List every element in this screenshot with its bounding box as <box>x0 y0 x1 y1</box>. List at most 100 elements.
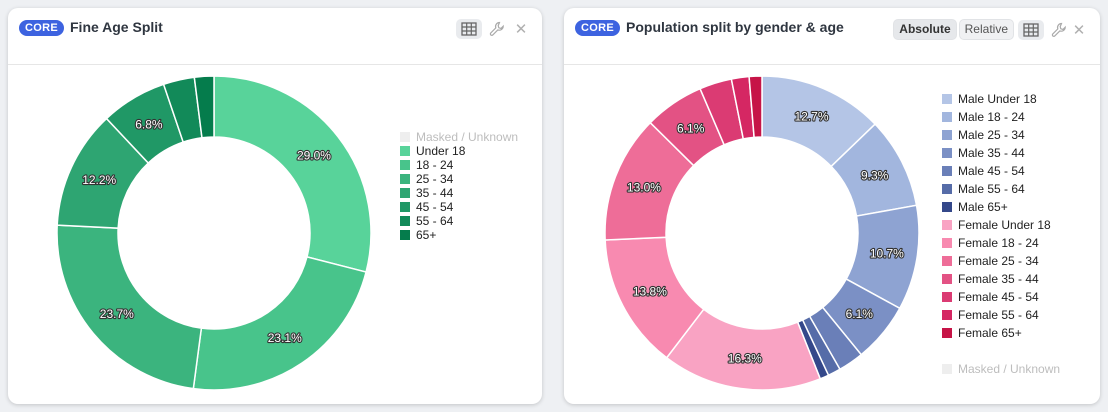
card-header: CORE Population split by gender & age Ab… <box>564 8 1100 65</box>
legend-label: 55 - 64 <box>416 214 454 228</box>
legend-item-65[interactable]: 65+ <box>400 228 436 242</box>
legend-item-female-65[interactable]: Female 65+ <box>942 326 1022 340</box>
legend-label: Female 45 - 54 <box>958 290 1039 304</box>
legend-item-masked-unknown[interactable]: Masked / Unknown <box>942 362 1060 376</box>
legend-label: Male 45 - 54 <box>958 164 1025 178</box>
legend-swatch <box>400 202 410 212</box>
legend-swatch <box>942 184 952 194</box>
legend-swatch <box>942 310 952 320</box>
legend-swatch <box>400 174 410 184</box>
core-badge: CORE <box>575 20 620 36</box>
legend-label: 25 - 34 <box>416 172 454 186</box>
legend-swatch <box>400 146 410 156</box>
legend-label: Masked / Unknown <box>958 362 1060 376</box>
slice-25-34[interactable] <box>56 224 203 390</box>
legend-item-male-under-18[interactable]: Male Under 18 <box>942 92 1037 106</box>
legend-label: Male 65+ <box>958 200 1008 214</box>
legend-label: 18 - 24 <box>416 158 454 172</box>
legend-label: Male 55 - 64 <box>958 182 1025 196</box>
gender-age-card: CORE Population split by gender & age Ab… <box>564 8 1100 404</box>
legend-swatch <box>942 94 952 104</box>
data-label-female-25-34: 13.0% <box>627 181 661 195</box>
legend-label: Female 35 - 44 <box>958 272 1039 286</box>
relative-toggle[interactable]: Relative <box>958 19 1014 40</box>
slice-18-24[interactable] <box>192 255 367 391</box>
legend-swatch <box>942 130 952 140</box>
legend-item-female-25-34[interactable]: Female 25 - 34 <box>942 254 1039 268</box>
legend-swatch <box>942 238 952 248</box>
legend-item-25-34[interactable]: 25 - 34 <box>400 172 454 186</box>
legend-label: Masked / Unknown <box>416 130 518 144</box>
legend-label: Female Under 18 <box>958 218 1051 232</box>
slice-under-18[interactable] <box>213 75 372 273</box>
legend-swatch <box>942 148 952 158</box>
data-label-18-24: 23.1% <box>268 331 302 345</box>
data-label-male-under-18: 12.7% <box>795 110 829 124</box>
legend-item-female-under-18[interactable]: Female Under 18 <box>942 218 1051 232</box>
data-label-female-35-44: 6.1% <box>677 121 705 135</box>
legend-label: Male Under 18 <box>958 92 1037 106</box>
absolute-toggle[interactable]: Absolute <box>893 19 957 40</box>
data-label-female-under-18: 16.3% <box>728 351 762 365</box>
card-title: Population split by gender & age <box>626 19 844 35</box>
legend-item-masked-unknown[interactable]: Masked / Unknown <box>400 130 518 144</box>
legend-item-male-65[interactable]: Male 65+ <box>942 200 1008 214</box>
fine-age-donut-chart: 29.0% 23.1% 23.7% 12.2% 6.8% Masked / Unknown… <box>56 75 518 391</box>
legend-label: 45 - 54 <box>416 200 454 214</box>
wrench-icon[interactable] <box>1050 21 1068 39</box>
legend-swatch <box>942 292 952 302</box>
data-label-male-35-44: 6.1% <box>846 307 874 321</box>
data-label-male-25-34: 10.7% <box>870 246 904 260</box>
legend-label: Male 35 - 44 <box>958 146 1025 160</box>
table-icon[interactable] <box>1018 19 1044 40</box>
data-label-35-44: 12.2% <box>82 173 116 187</box>
data-label-under-18: 29.0% <box>297 148 331 162</box>
legend-item-male-45-54[interactable]: Male 45 - 54 <box>942 164 1025 178</box>
core-badge: CORE <box>19 20 64 36</box>
legend-label: Female 55 - 64 <box>958 308 1039 322</box>
legend-swatch <box>400 188 410 198</box>
wrench-icon[interactable] <box>488 20 506 38</box>
gender-age-donut-chart: 12.7% 9.3% 10.7% 6.1% 16.3% 13.8% 13.0% 6.1% Mal… <box>604 75 1060 391</box>
legend-item-18-24[interactable]: 18 - 24 <box>400 158 454 172</box>
legend-label: Male 18 - 24 <box>958 110 1025 124</box>
legend-item-male-35-44[interactable]: Male 35 - 44 <box>942 146 1025 160</box>
legend-item-female-35-44[interactable]: Female 35 - 44 <box>942 272 1039 286</box>
legend-swatch <box>942 166 952 176</box>
legend-item-female-55-64[interactable]: Female 55 - 64 <box>942 308 1039 322</box>
legend-item-45-54[interactable]: 45 - 54 <box>400 200 454 214</box>
legend-item-male-18-24[interactable]: Male 18 - 24 <box>942 110 1025 124</box>
legend-swatch <box>942 220 952 230</box>
legend-label: Female 65+ <box>958 326 1022 340</box>
legend-swatch <box>942 256 952 266</box>
legend-swatch <box>942 112 952 122</box>
legend-item-under-18[interactable]: Under 18 <box>400 144 466 158</box>
card-title: Fine Age Split <box>70 19 163 35</box>
legend-label: Female 18 - 24 <box>958 236 1039 250</box>
legend-swatch <box>400 230 410 240</box>
data-label-male-18-24: 9.3% <box>861 168 889 182</box>
legend-swatch <box>942 364 952 374</box>
legend-item-male-25-34[interactable]: Male 25 - 34 <box>942 128 1025 142</box>
legend-label: Male 25 - 34 <box>958 128 1025 142</box>
data-label-female-18-24: 13.8% <box>633 285 667 299</box>
data-label-45-54: 6.8% <box>135 118 163 132</box>
close-icon[interactable]: ✕ <box>1072 21 1086 39</box>
legend-item-55-64[interactable]: 55 - 64 <box>400 214 454 228</box>
legend-item-female-18-24[interactable]: Female 18 - 24 <box>942 236 1039 250</box>
slice-65[interactable] <box>193 75 215 139</box>
legend-label: Under 18 <box>416 144 466 158</box>
slice-female-65[interactable] <box>748 75 763 139</box>
close-icon[interactable]: ✕ <box>514 21 528 38</box>
legend-swatch <box>942 274 952 284</box>
data-label-25-34: 23.7% <box>100 307 134 321</box>
legend-label: 35 - 44 <box>416 186 454 200</box>
legend-label: Female 25 - 34 <box>958 254 1039 268</box>
legend-item-female-45-54[interactable]: Female 45 - 54 <box>942 290 1039 304</box>
legend-item-35-44[interactable]: 35 - 44 <box>400 186 454 200</box>
legend-swatch <box>942 328 952 338</box>
legend-item-male-55-64[interactable]: Male 55 - 64 <box>942 182 1025 196</box>
card-header: CORE Fine Age Split ✕ <box>8 8 542 65</box>
fine-age-card: CORE Fine Age Split ✕ 29.0% 23.1% 23.7% 12.… <box>8 8 542 404</box>
table-icon[interactable] <box>456 19 482 39</box>
